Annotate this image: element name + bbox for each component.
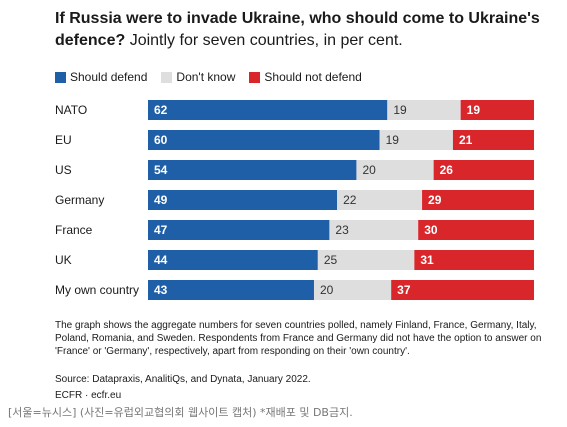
chart-title-main: If Russia were to invade Ukraine, who sh… [55,10,540,49]
data-label: 20 [362,163,376,177]
chart-title: If Russia were to invade Ukraine, who sh… [55,8,545,52]
bar-segment [356,160,434,180]
data-label: 22 [343,193,357,207]
bar-row: UK 44 25 31 [55,250,534,270]
bar-segment [148,250,318,270]
bar-segment [317,250,415,270]
bar-segment [460,100,534,120]
legend: Should defend Don't know Should not defe… [55,70,376,84]
bar-segment [379,130,453,150]
data-label: 62 [154,103,168,117]
data-label: 60 [154,133,168,147]
bar-segment [418,220,534,240]
bar-segment [329,220,419,240]
bar-segment [433,160,534,180]
data-label: 37 [397,283,411,297]
data-label: 20 [320,283,334,297]
bar-segment [387,100,461,120]
bar-row: US 54 20 26 [55,160,534,180]
chart-source: Source: Datapraxis, AnalitiQs, and Dynat… [55,374,311,385]
category-label: My own country [55,283,139,297]
photo-caption: [서울=뉴시스] (사진=유럽외교협의회 웹사이트 캡처) *재배포 및 DB금… [8,406,353,419]
legend-label: Should defend [70,70,148,84]
data-label: 30 [424,223,438,237]
data-label: 31 [420,253,434,267]
bar-row: NATO 62 19 19 [55,100,534,120]
data-label: 44 [154,253,168,267]
data-label: 19 [386,133,400,147]
bar-segment [452,130,534,150]
category-label: EU [55,133,72,147]
data-label: 25 [324,253,338,267]
data-label: 47 [154,223,168,237]
bar-segment [422,190,534,210]
chart-subtitle: Jointly for seven countries, in per cent… [129,32,403,49]
data-label: 26 [440,163,454,177]
bar-segment [148,130,380,150]
category-label: US [55,163,72,177]
bar-segment [148,100,388,120]
bar-segment [313,280,392,300]
bar-row: Germany 49 22 29 [55,190,534,210]
bar-segment [337,190,423,210]
legend-swatch [55,71,66,83]
bar-row: My own country 43 20 37 [55,280,534,300]
legend-item-should-not-defend: Should not defend [249,70,362,84]
bar-segment [148,160,357,180]
legend-label: Should not defend [264,70,362,84]
legend-item-should-defend: Should defend [55,70,147,84]
bar-segment [148,280,314,300]
bar-segment [391,280,534,300]
bar-segment [148,220,330,240]
category-label: France [55,223,93,237]
chart-card: If Russia were to invade Ukraine, who sh… [49,0,550,402]
data-label: 43 [154,283,168,297]
category-label: NATO [55,103,87,117]
data-label: 54 [154,163,168,177]
legend-swatch [249,71,261,83]
bar-segment [414,250,534,270]
chart-brand: ECFR · ecfr.eu [55,390,122,401]
legend-label: Don't know [176,70,236,84]
bar-row: EU 60 19 21 [55,130,534,150]
data-label: 23 [335,223,349,237]
data-label: 29 [428,193,442,207]
bar-row: France 47 23 30 [55,220,534,240]
stacked-bar-plot: NATO 62 19 19 EU 60 19 21 US 54 20 26 Germany 49 22 29 F… [55,100,534,300]
legend-swatch [161,71,173,83]
bar-segment [148,190,338,210]
data-label: 19 [467,103,481,117]
chart-note: The graph shows the aggregate numbers fo… [55,320,542,357]
legend-item-dont-know: Don't know [161,70,235,84]
category-label: Germany [55,193,104,207]
category-label: UK [55,253,72,267]
data-label: 19 [393,103,407,117]
data-label: 49 [154,193,168,207]
data-label: 21 [459,133,473,147]
